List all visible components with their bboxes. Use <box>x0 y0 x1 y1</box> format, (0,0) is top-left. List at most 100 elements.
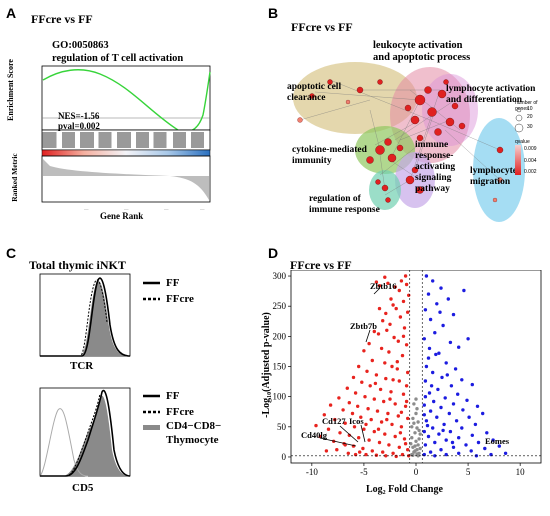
hit-lines <box>42 132 204 148</box>
volcano-point-up <box>427 346 432 351</box>
volcano-point-down <box>404 399 409 404</box>
volcano-point-ns <box>410 436 414 440</box>
volcano-point-down <box>384 376 388 381</box>
volcano-point-ns <box>418 446 422 451</box>
volcano-point-down <box>401 334 406 338</box>
volcano-point-down <box>363 395 367 399</box>
volcano-point-down <box>377 284 382 288</box>
svg-text:—: — <box>163 206 169 211</box>
volcano-point-down <box>378 387 383 392</box>
volcano-point-down <box>372 329 376 334</box>
volcano-point-down <box>387 350 391 354</box>
c-bottom-xlabel: CD5 <box>72 482 94 494</box>
volcano-point-down <box>393 402 397 406</box>
volcano-point-up <box>445 373 449 377</box>
enrichment-network <box>293 62 525 222</box>
volcano-point-down <box>399 410 404 414</box>
volcano-point-up <box>489 452 493 457</box>
metric-ylabel: Ranked Metric <box>10 153 19 202</box>
volcano-point-down <box>398 315 403 319</box>
volcano-point-up <box>454 419 459 423</box>
volcano-point-down <box>379 420 384 424</box>
cluster-label-apoptotic-clearance: apoptotic cell clearance <box>287 82 342 103</box>
c-bottom-legend-ffcre: FFcre <box>166 406 194 418</box>
volcano-point-up <box>453 367 458 371</box>
volcano-point-down <box>402 326 407 330</box>
volcano-point-up <box>457 436 461 440</box>
volcano-point-down <box>387 443 391 447</box>
volcano-point-down <box>406 310 410 314</box>
volcano-point-down <box>406 370 410 375</box>
volcano-ylabel: -Log₁₀(Adjusted p-value) <box>261 312 272 418</box>
volcano-point-down <box>352 425 357 429</box>
volcano-point-down <box>406 416 410 421</box>
volcano-point-ns <box>413 444 417 448</box>
volcano-point-up <box>424 419 429 423</box>
volcano-point-down <box>322 413 326 417</box>
volcano-point-up <box>439 286 443 290</box>
volcano-point-down <box>391 303 395 307</box>
go-term: regulation of T cell activation <box>52 53 184 64</box>
volcano-point-down <box>346 451 350 455</box>
x-tick-label: 5 <box>466 467 471 477</box>
volcano-point-down <box>383 361 387 365</box>
volcano-point-up <box>422 337 426 341</box>
volcano-point-up <box>423 395 428 399</box>
y-tick-label: 300 <box>273 271 287 281</box>
volcano-point-up <box>437 432 441 436</box>
volcano-point-up <box>432 399 436 404</box>
y-tick-label: 200 <box>273 331 287 341</box>
c-top-legend-ffcre: FFcre <box>166 293 194 305</box>
volcano-point-down <box>388 397 392 401</box>
volcano-point-up <box>428 409 433 413</box>
volcano-point-up <box>448 340 453 345</box>
volcano-point-down <box>402 437 407 441</box>
ranked-metric-area <box>43 159 209 200</box>
volcano-point-down <box>404 282 409 287</box>
volcano-point-up <box>447 411 451 416</box>
legend-swatch-dn <box>143 425 160 430</box>
volcano-point-down <box>357 436 361 440</box>
volcano-point-up <box>466 337 470 341</box>
volcano-point-ns <box>411 453 415 457</box>
volcano-point-down <box>404 384 409 388</box>
volcano-point-down <box>397 288 401 293</box>
y-tick-label: 0 <box>282 452 287 462</box>
tcr-histogram-ffcre-outline <box>40 279 108 357</box>
ranked-metric-frame <box>41 155 211 203</box>
volcano-point-up <box>431 426 435 430</box>
volcano-point-down <box>337 396 341 400</box>
volcano-point-ns <box>414 439 418 443</box>
volcano-point-down <box>394 306 398 311</box>
x-tick-label: 0 <box>414 467 419 477</box>
volcano-point-down <box>373 381 378 386</box>
volcano-point-ns <box>416 420 420 424</box>
cd5-histogram-ff <box>40 389 131 477</box>
volcano-point-up <box>422 413 426 417</box>
volcano-point-down <box>403 404 408 408</box>
volcano-point-up <box>465 398 469 402</box>
volcano-point-up <box>475 404 480 408</box>
volcano-point-up <box>427 391 432 395</box>
volcano-point-up <box>483 446 487 451</box>
volcano-point-ns <box>417 437 421 441</box>
c-top-xlabel: TCR <box>70 360 94 372</box>
go-id: GO:0050863 <box>52 40 109 51</box>
panel-b-title: FFcre vs FF <box>291 20 353 34</box>
cluster-label-lymphocyte-activation: lymphocyte activation and differentiatio… <box>446 84 536 105</box>
volcano-point-up <box>444 361 448 365</box>
volcano-point-down <box>324 449 329 453</box>
network-nodes <box>309 79 504 203</box>
volcano-point-down <box>379 346 384 351</box>
volcano-point-ns <box>418 432 422 436</box>
volcano-point-down <box>367 341 371 346</box>
volcano-point-down <box>376 332 381 336</box>
volcano-point-ns <box>412 421 416 425</box>
panel-a-title: FFcre vs FF <box>31 12 93 26</box>
volcano-point-up <box>424 274 429 278</box>
volcano-point-down <box>372 397 376 401</box>
volcano-point-down <box>362 349 366 353</box>
panel-label-d: D <box>268 245 279 261</box>
